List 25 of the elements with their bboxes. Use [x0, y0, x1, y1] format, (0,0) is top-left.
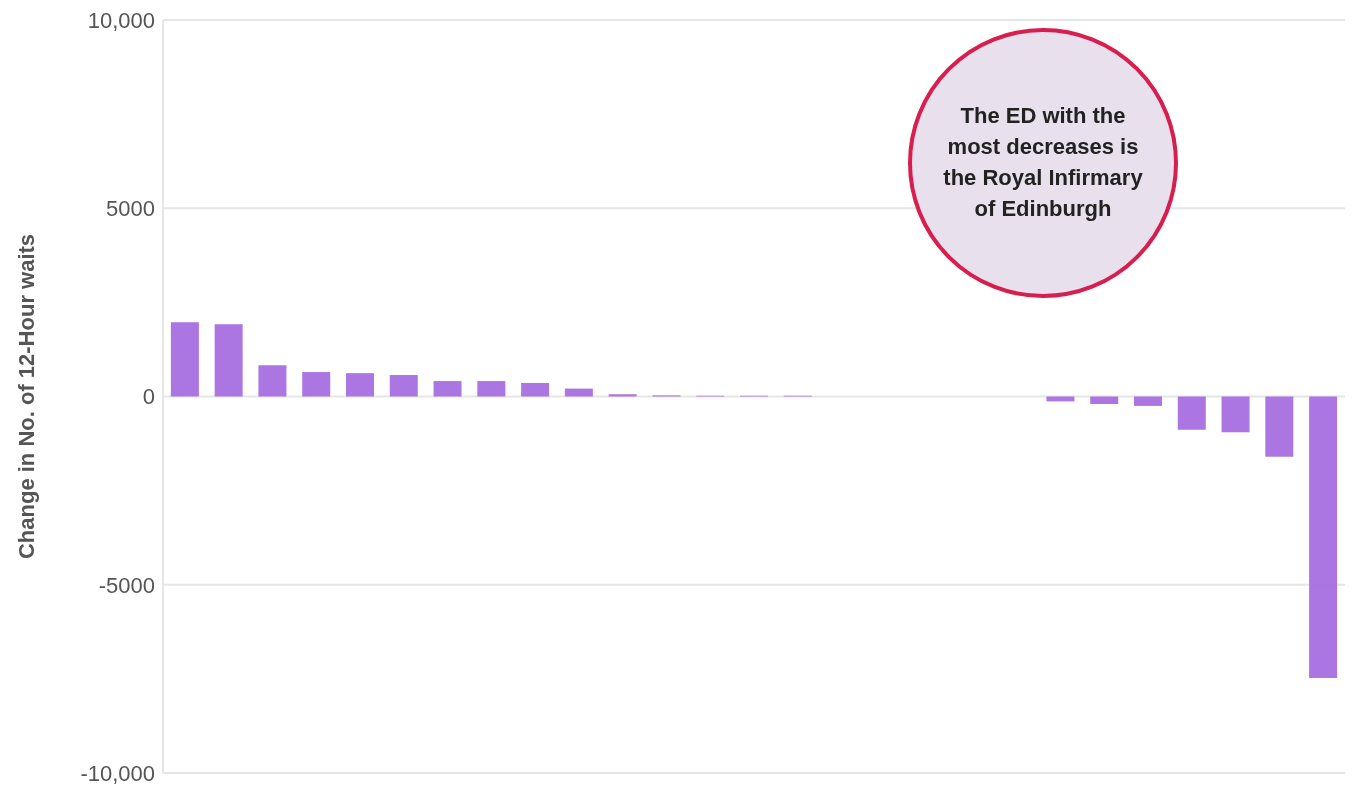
- bar: [1177, 396, 1206, 430]
- bar: [1221, 396, 1250, 433]
- bar: [1309, 396, 1338, 679]
- y-tick-label: 10,000: [87, 7, 155, 33]
- bar: [1090, 396, 1119, 405]
- bar: [1133, 396, 1162, 406]
- annotation: The ED with the most decreases is the Royal Infirmary of Edinburgh: [942, 102, 1144, 223]
- y-tick-label: -10,000: [80, 760, 155, 786]
- y-tick-label: 0: [142, 384, 155, 410]
- y-tick-label: 5000: [106, 196, 155, 222]
- bar: [302, 372, 331, 397]
- y-tick-label: -5000: [98, 572, 155, 598]
- bar: [564, 388, 593, 397]
- bar: [477, 381, 506, 397]
- circle-callout: The ED with the most decreases is the Royal Infirmary of Edinburgh: [908, 28, 1178, 298]
- bar: [521, 382, 550, 397]
- bar: [433, 381, 462, 397]
- bar: [389, 375, 418, 397]
- bar: [214, 324, 243, 397]
- bar: [170, 322, 199, 397]
- bar: [345, 373, 374, 397]
- y-axis-title: Change in No. of 12-Hour waits: [13, 233, 39, 560]
- bar: [608, 394, 637, 397]
- bar: [1265, 396, 1294, 457]
- bar: [258, 365, 287, 397]
